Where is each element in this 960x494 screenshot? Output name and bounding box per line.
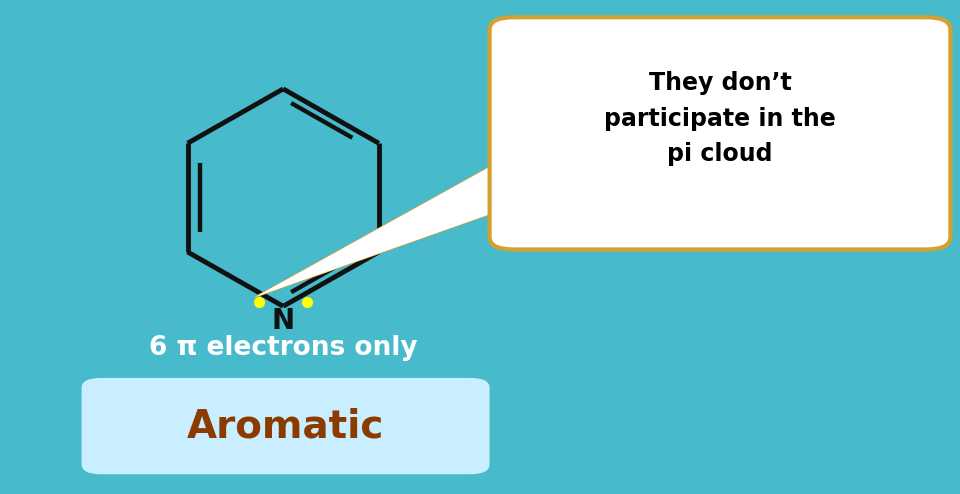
Text: Aromatic: Aromatic bbox=[187, 407, 384, 445]
Text: They don’t
participate in the
pi cloud: They don’t participate in the pi cloud bbox=[604, 71, 836, 166]
Polygon shape bbox=[254, 148, 523, 297]
Text: 6 π electrons only: 6 π electrons only bbox=[149, 335, 418, 361]
Text: N: N bbox=[272, 307, 295, 335]
Polygon shape bbox=[254, 148, 523, 297]
FancyBboxPatch shape bbox=[490, 17, 950, 249]
FancyBboxPatch shape bbox=[509, 146, 538, 205]
FancyBboxPatch shape bbox=[82, 378, 490, 474]
